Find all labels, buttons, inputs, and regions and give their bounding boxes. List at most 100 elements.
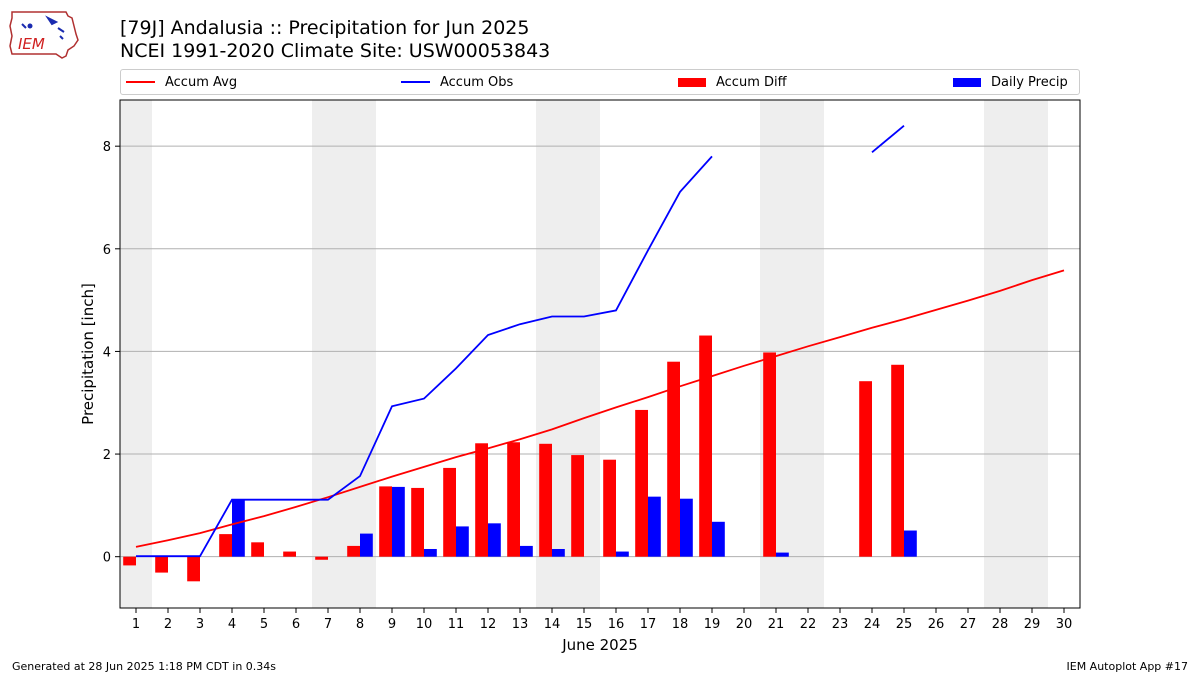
x-tick-label: 1 <box>132 617 140 632</box>
accum-diff-bar <box>315 556 328 560</box>
y-tick-label: 8 <box>103 140 111 155</box>
daily-precip-bar <box>680 498 693 557</box>
x-tick-label: 26 <box>928 617 945 632</box>
line-series <box>135 125 1065 558</box>
weekend-band <box>344 100 376 608</box>
x-tick-label: 15 <box>576 617 593 632</box>
y-axis-label: Precipitation [inch] <box>79 283 97 425</box>
x-tick-label: 12 <box>480 617 497 632</box>
x-tick-label: 21 <box>768 617 785 632</box>
iem-logo: IEM <box>9 11 79 59</box>
x-tick-label: 29 <box>1024 617 1041 632</box>
daily-precip-bar <box>648 496 661 557</box>
bar-series <box>123 335 917 582</box>
x-tick-label: 3 <box>196 617 204 632</box>
accum-diff-bar <box>859 381 872 557</box>
x-tick-label: 16 <box>608 617 625 632</box>
daily-precip-bar <box>520 545 533 557</box>
chart-subtitle: NCEI 1991-2020 Climate Site: USW00053843 <box>120 40 551 62</box>
weekend-band <box>792 100 824 608</box>
x-tick-label: 27 <box>960 617 977 632</box>
accum-diff-bar <box>539 443 552 557</box>
accum-diff-bar <box>667 361 680 557</box>
x-tick-label: 11 <box>448 617 465 632</box>
accum-diff-bar <box>443 467 456 557</box>
x-tick-label: 19 <box>704 617 721 632</box>
x-tick-label: 28 <box>992 617 1009 632</box>
legend-label: Accum Obs <box>440 74 514 90</box>
legend: Accum Avg Accum Obs Accum Diff Daily Pre… <box>120 69 1080 95</box>
daily-precip-bar <box>552 548 565 557</box>
legend-swatch <box>126 81 155 83</box>
daily-precip-bar <box>360 533 373 557</box>
y-tick-label: 0 <box>103 551 111 566</box>
legend-label: Daily Precip <box>991 74 1068 90</box>
svg-text:IEM: IEM <box>18 35 45 53</box>
accum-diff-bar <box>187 556 200 582</box>
accum-diff-bar <box>379 486 392 557</box>
accum-diff-bar <box>251 542 264 557</box>
accum-diff-bar <box>891 364 904 557</box>
x-tick-label: 23 <box>832 617 849 632</box>
weekend-band <box>120 100 152 608</box>
daily-precip-bar <box>392 486 405 557</box>
x-tick-label: 18 <box>672 617 689 632</box>
legend-swatch <box>678 77 706 87</box>
daily-precip-bar <box>616 551 629 557</box>
daily-precip-bar <box>456 526 469 557</box>
x-tick-label: 9 <box>388 617 396 632</box>
accum-diff-bar <box>763 352 776 557</box>
x-tick-label: 2 <box>164 617 172 632</box>
accum-obs-line <box>871 125 905 153</box>
gridlines <box>120 145 1080 558</box>
daily-precip-bar <box>424 548 437 557</box>
x-tick-label: 30 <box>1056 617 1073 632</box>
plot-frame <box>119 99 1081 609</box>
legend-label: Accum Avg <box>165 74 238 90</box>
daily-precip-bar <box>232 500 245 557</box>
x-tick-label: 24 <box>864 617 881 632</box>
accum-diff-bar <box>283 551 296 557</box>
x-tick-label: 10 <box>416 617 433 632</box>
legend-swatch <box>401 81 430 83</box>
y-tick-label: 6 <box>103 243 111 258</box>
x-axis-label: June 2025 <box>561 636 638 654</box>
legend-item-daily-precip: Daily Precip <box>953 70 1068 94</box>
x-tick-label: 13 <box>512 617 529 632</box>
accum-obs-line <box>136 155 713 558</box>
axes <box>115 99 1081 613</box>
x-tick-label: 20 <box>736 617 753 632</box>
y-tick-label: 2 <box>103 448 111 463</box>
x-tick-label: 22 <box>800 617 817 632</box>
daily-precip-bar <box>776 552 789 557</box>
x-tick-label: 5 <box>260 617 268 632</box>
weekend-band <box>312 100 344 608</box>
x-tick-label: 8 <box>356 617 364 632</box>
accum-diff-bar <box>699 335 712 557</box>
generated-note: Generated at 28 Jun 2025 1:18 PM CDT in … <box>12 660 277 673</box>
x-tick-label: 6 <box>292 617 300 632</box>
accum-avg-line <box>135 269 1065 548</box>
x-tick-label: 7 <box>324 617 332 632</box>
accum-diff-bar <box>155 556 168 573</box>
legend-label: Accum Diff <box>716 74 787 90</box>
daily-precip-bar <box>712 521 725 557</box>
daily-precip-bar <box>488 523 501 557</box>
accum-diff-bar <box>475 443 488 557</box>
app-credit: IEM Autoplot App #17 <box>1066 660 1189 673</box>
chart-title: [79J] Andalusia :: Precipitation for Jun… <box>120 17 530 39</box>
legend-item-accum-obs: Accum Obs <box>401 70 513 94</box>
y-tick-label: 4 <box>103 345 111 360</box>
legend-item-accum-avg: Accum Avg <box>126 70 237 94</box>
weekend-band <box>1016 100 1048 608</box>
daily-precip-bar <box>904 530 917 557</box>
x-tick-label: 25 <box>896 617 913 632</box>
legend-swatch <box>953 77 981 87</box>
weekend-bands <box>120 100 1048 608</box>
legend-item-accum-diff: Accum Diff <box>678 70 787 94</box>
accum-diff-bar <box>507 442 520 557</box>
accum-diff-bar <box>123 556 136 566</box>
x-tick-label: 4 <box>228 617 236 632</box>
accum-diff-bar <box>603 459 616 557</box>
